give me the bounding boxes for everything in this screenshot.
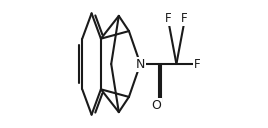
Text: O: O xyxy=(151,99,161,112)
Text: N: N xyxy=(136,57,145,71)
Text: F: F xyxy=(181,12,188,25)
Text: F: F xyxy=(165,12,172,25)
Text: F: F xyxy=(194,57,201,71)
